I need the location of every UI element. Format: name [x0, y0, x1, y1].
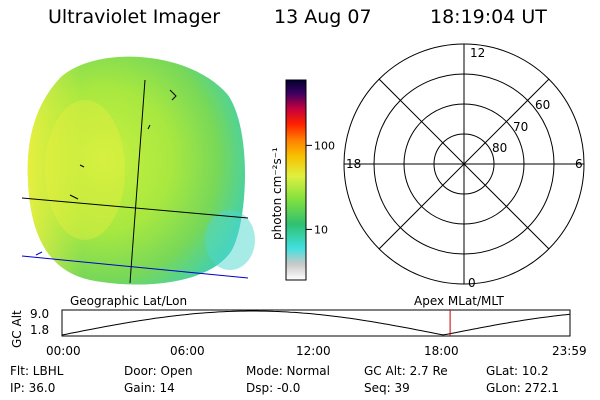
observation-date: 13 Aug 07 [274, 6, 372, 28]
coastline-mark [35, 251, 43, 256]
ytick-low: 1.8 [30, 323, 50, 337]
coastline-mark [169, 89, 177, 101]
info-gcalt: GC Alt: 2.7 Re [364, 364, 448, 378]
polar-diagonal [378, 78, 550, 250]
info-glat: GLat: 10.2 [486, 364, 549, 378]
colorbar-tick-label: 100 [314, 139, 335, 152]
info-glon: GLon: 272.1 [486, 381, 559, 395]
orbit-altitude-curve [61, 310, 571, 336]
equator-line [21, 255, 249, 279]
longitude-line [129, 79, 146, 284]
coastline-mark [79, 164, 85, 168]
info-door: Door: Open [124, 364, 193, 378]
mlt-label-12: 12 [470, 46, 486, 60]
limb-glow [205, 210, 255, 270]
orbit-plot-frame [61, 309, 571, 337]
apex-label: Apex MLat/MLT [414, 294, 504, 308]
info-dsp: Dsp: -0.0 [246, 381, 301, 395]
info-ip: IP: 36.0 [10, 381, 56, 395]
earth-edge-glow [27, 56, 246, 285]
xtick-0000: 00:00 [46, 344, 81, 358]
info-seq: Seq: 39 [364, 381, 410, 395]
info-mode: Mode: Normal [246, 364, 330, 378]
lat-label-60: 60 [535, 98, 551, 112]
coastline-mark [147, 124, 151, 130]
instrument-title: Ultraviolet Imager [48, 6, 221, 28]
mlt-label-6: 6 [575, 157, 583, 171]
info-flt: Flt: LBHL [10, 364, 64, 378]
xtick-1800: 18:00 [424, 344, 459, 358]
mlt-label-18: 18 [346, 157, 362, 171]
lat-label-70: 70 [513, 120, 529, 134]
xtick-0600: 06:00 [170, 344, 205, 358]
xtick-1200: 12:00 [296, 344, 331, 358]
lat-label-80: 80 [492, 141, 508, 155]
colorbar-gradient [285, 79, 307, 281]
info-gain: Gain: 14 [124, 381, 175, 395]
mlt-label-0: 0 [468, 276, 476, 290]
coastline-mark [69, 194, 79, 200]
observation-time: 18:19:04 UT [430, 6, 547, 28]
xtick-2359: 23:59 [552, 344, 587, 358]
ytick-high: 9.0 [30, 307, 50, 321]
colorbar-tick-label: 10 [314, 223, 328, 236]
latitude-line [21, 197, 249, 219]
geographic-label: Geographic Lat/Lon [70, 294, 188, 308]
